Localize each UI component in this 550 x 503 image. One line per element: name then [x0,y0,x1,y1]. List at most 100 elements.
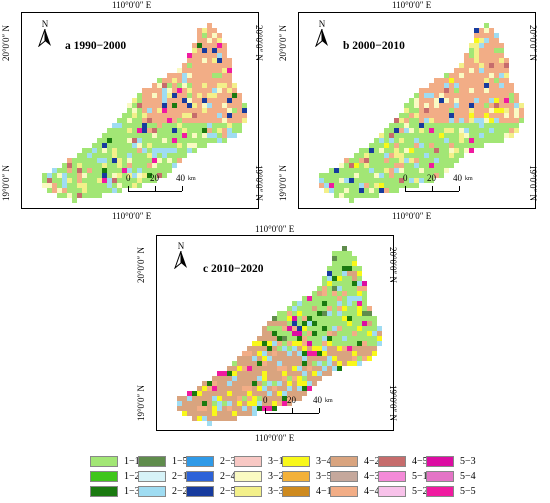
grid-cell [232,98,237,103]
grid-cell [212,376,217,381]
grid-cell [307,351,312,356]
grid-cell [242,401,247,406]
map-panel-c [156,235,394,431]
grid-cell [102,158,107,163]
grid-cell [162,98,167,103]
grid-cell [177,396,182,401]
grid-cell [429,93,434,98]
grid-cell [489,58,494,63]
grid-cell [192,48,197,53]
grid-cell [177,73,182,78]
grid-cell [197,391,202,396]
grid-cell [302,306,307,311]
grid-cell [287,316,292,321]
grid-cell [499,78,504,83]
grid-cell [369,183,374,188]
grid-cell [439,113,444,118]
grid-cell [272,341,277,346]
grid-cell [172,103,177,108]
grid-cell [414,98,419,103]
grid-cell [282,381,287,386]
grid-cell [307,321,312,326]
lat-label-bottom-right-b: 19°0′0″ N [528,164,539,202]
grid-cell [232,411,237,416]
grid-cell [394,138,399,143]
grid-cell [424,128,429,133]
grid-cell [117,168,122,173]
grid-cell [429,108,434,113]
grid-cell [162,88,167,93]
grid-cell [347,251,352,256]
grid-cell [137,133,142,138]
grid-cell [197,28,202,33]
grid-cell [262,401,267,406]
grid-cell [419,118,424,123]
grid-cell [469,108,474,113]
grid-cell [347,266,352,271]
grid-cell [197,118,202,123]
grid-cell [367,306,372,311]
legend-swatch [426,456,454,467]
grid-cell [242,118,247,123]
grid-cell [262,406,267,411]
grid-cell [292,321,297,326]
grid-cell [72,183,77,188]
grid-cell [82,173,87,178]
grid-cell [142,123,147,128]
grid-cell [359,158,364,163]
grid-cell [122,118,127,123]
grid-cell [137,168,142,173]
grid-cell [474,98,479,103]
grid-cell [419,153,424,158]
grid-cell [352,311,357,316]
grid-cell [267,321,272,326]
grid-cell [394,178,399,183]
grid-cell [337,296,342,301]
grid-cell [207,23,212,28]
grid-cell [287,351,292,356]
grid-cell [362,326,367,331]
grid-cell [362,281,367,286]
map-panel-b [298,12,536,209]
grid-cell [307,306,312,311]
grid-cell [499,68,504,73]
grid-cell [182,406,187,411]
grid-cell [202,108,207,113]
grid-cell [227,63,232,68]
lat-label-bottom-right-a: 19°0′0″ N [254,164,265,202]
grid-cell [357,321,362,326]
grid-cell [212,133,217,138]
grid-cell [287,401,292,406]
grid-cell [414,113,419,118]
grid-cell [297,396,302,401]
grid-cell [222,98,227,103]
grid-cell [282,366,287,371]
grid-cell [297,321,302,326]
grid-cell [92,158,97,163]
grid-cell [439,108,444,113]
grid-cell [459,153,464,158]
grid-cell [192,148,197,153]
grid-cell [87,158,92,163]
grid-cell [217,371,222,376]
grid-cell [374,138,379,143]
grid-cell [439,163,444,168]
grid-cell [237,371,242,376]
grid-cell [222,396,227,401]
grid-cell [444,78,449,83]
grid-cell [514,98,519,103]
grid-cell [247,361,252,366]
grid-cell [162,173,167,178]
grid-cell [237,401,242,406]
grid-cell [247,371,252,376]
grid-cell [317,296,322,301]
grid-cell [237,113,242,118]
grid-cell [287,356,292,361]
grid-cell [342,301,347,306]
grid-cell [222,411,227,416]
grid-cell [197,38,202,43]
grid-cell [257,356,262,361]
grid-cell [484,43,489,48]
grid-cell [404,178,409,183]
grid-cell [212,391,217,396]
